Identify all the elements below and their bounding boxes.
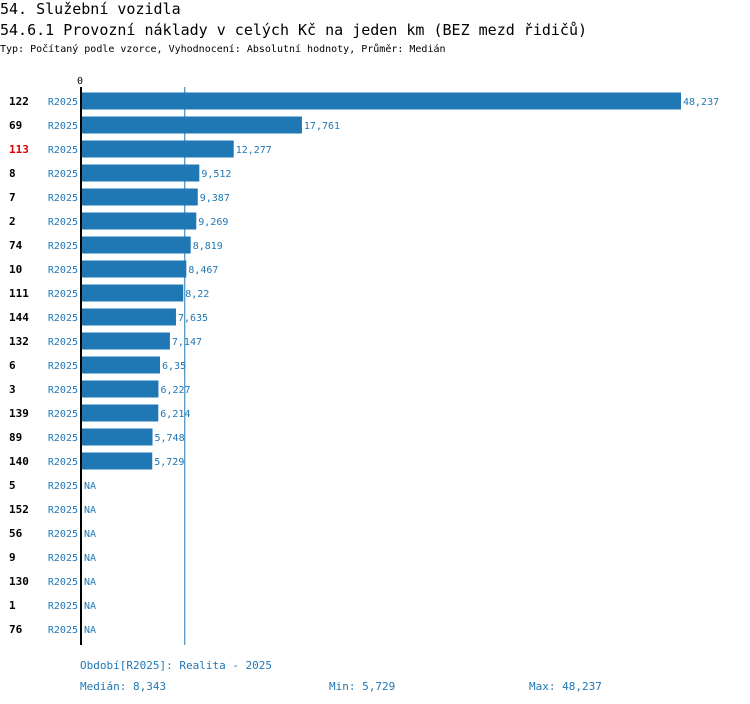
bar-value-label: NA xyxy=(84,625,96,636)
bar xyxy=(82,380,159,398)
row-series-label: R2025 xyxy=(48,313,78,324)
bar xyxy=(82,284,184,302)
bar-value-label: 7,147 xyxy=(172,337,202,348)
x-tick-label: 0 xyxy=(77,76,83,87)
row-series-label: R2025 xyxy=(48,145,78,156)
row-series-label: R2025 xyxy=(48,217,78,228)
chart-title: 54. Služební vozidla xyxy=(0,0,181,18)
row-id-label: 89 xyxy=(9,431,22,444)
row-id-label: 1 xyxy=(9,599,16,612)
bar xyxy=(82,236,191,254)
row-id-label: 10 xyxy=(9,263,22,276)
bar xyxy=(82,404,159,422)
bar-value-label: 8,819 xyxy=(193,241,223,252)
row-id-label: 7 xyxy=(9,191,16,204)
row-id-label: 69 xyxy=(9,119,22,132)
row-series-label: R2025 xyxy=(48,289,78,300)
bar-value-label: 48,237 xyxy=(683,97,719,108)
bar-value-label: NA xyxy=(84,577,96,588)
bar xyxy=(82,116,302,134)
row-id-label: 140 xyxy=(9,455,29,468)
row-id-label: 76 xyxy=(9,623,23,636)
row-series-label: R2025 xyxy=(48,625,78,636)
footer-min: Min: 5,729 xyxy=(329,680,396,693)
bar-value-label: 6,214 xyxy=(160,409,190,420)
bar-value-label: 9,512 xyxy=(201,169,231,180)
bar-value-label: 17,761 xyxy=(304,121,340,132)
bar-value-label: 6,227 xyxy=(160,385,190,396)
bar xyxy=(82,212,197,230)
bar-value-label: NA xyxy=(84,481,96,492)
bar xyxy=(82,188,198,206)
row-id-label: 5 xyxy=(9,479,16,492)
row-series-label: R2025 xyxy=(48,169,78,180)
row-series-label: R2025 xyxy=(48,601,78,612)
bar-value-label: 5,729 xyxy=(154,457,184,468)
bar-value-label: 5,748 xyxy=(154,433,184,444)
row-series-label: R2025 xyxy=(48,457,78,468)
bar-value-label: NA xyxy=(84,601,96,612)
row-series-label: R2025 xyxy=(48,433,78,444)
row-id-label: 6 xyxy=(9,359,16,372)
bar xyxy=(82,164,200,182)
bar-value-label: NA xyxy=(84,505,96,516)
row-id-label: 3 xyxy=(9,383,16,396)
footer-median: Medián: 8,343 xyxy=(80,680,167,693)
row-series-label: R2025 xyxy=(48,97,78,108)
row-id-label: 144 xyxy=(9,311,29,324)
row-id-label: 56 xyxy=(9,527,23,540)
row-series-label: R2025 xyxy=(48,337,78,348)
row-id-label: 113 xyxy=(9,143,29,156)
chart-subtitle: 54.6.1 Provozní náklady v celých Kč na j… xyxy=(0,21,587,39)
row-id-label: 8 xyxy=(9,167,16,180)
bar-value-label: 7,635 xyxy=(178,313,208,324)
bar xyxy=(82,452,153,470)
bar-value-label: 9,269 xyxy=(198,217,228,228)
bar-value-label: NA xyxy=(84,553,96,564)
row-id-label: 139 xyxy=(9,407,29,420)
row-series-label: R2025 xyxy=(48,529,78,540)
footer-max: Max: 48,237 xyxy=(529,680,602,693)
chart-description: Typ: Počítaný podle vzorce, Vyhodnocení:… xyxy=(0,44,446,55)
row-id-label: 152 xyxy=(9,503,29,516)
row-series-label: R2025 xyxy=(48,385,78,396)
row-id-label: 74 xyxy=(9,239,23,252)
row-id-label: 111 xyxy=(9,287,29,300)
row-series-label: R2025 xyxy=(48,361,78,372)
row-id-label: 9 xyxy=(9,551,16,564)
row-series-label: R2025 xyxy=(48,505,78,516)
bar xyxy=(82,260,187,278)
bar-value-label: 9,387 xyxy=(200,193,230,204)
bar xyxy=(82,332,170,350)
bar-value-label: 8,467 xyxy=(188,265,218,276)
row-series-label: R2025 xyxy=(48,409,78,420)
row-id-label: 132 xyxy=(9,335,29,348)
row-id-label: 2 xyxy=(9,215,16,228)
row-id-label: 122 xyxy=(9,95,29,108)
row-series-label: R2025 xyxy=(48,553,78,564)
row-series-label: R2025 xyxy=(48,241,78,252)
bar xyxy=(82,92,681,110)
bar-value-label: 8,22 xyxy=(185,289,209,300)
footer-period: Období[R2025]: Realita - 2025 xyxy=(80,659,273,672)
bar-value-label: 12,277 xyxy=(236,145,272,156)
row-series-label: R2025 xyxy=(48,265,78,276)
bar xyxy=(82,308,176,326)
row-series-label: R2025 xyxy=(48,193,78,204)
bar xyxy=(82,140,234,158)
row-series-label: R2025 xyxy=(48,577,78,588)
row-series-label: R2025 xyxy=(48,481,78,492)
bar-value-label: NA xyxy=(84,529,96,540)
bar xyxy=(82,356,160,374)
row-series-label: R2025 xyxy=(48,121,78,132)
bar xyxy=(82,428,153,446)
row-id-label: 130 xyxy=(9,575,29,588)
bar-value-label: 6,35 xyxy=(162,361,186,372)
